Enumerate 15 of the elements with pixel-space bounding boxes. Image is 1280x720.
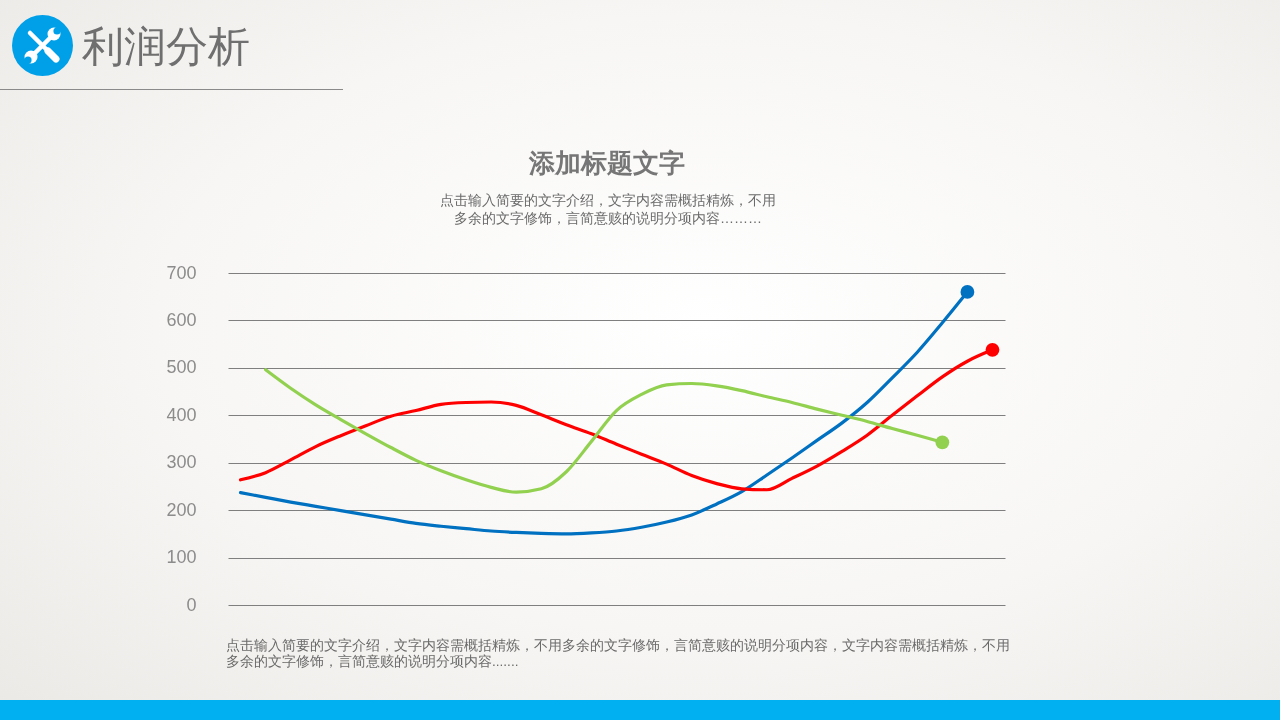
chart-title: 利润分析	[82, 22, 250, 72]
y-tick-label: 500	[166, 357, 197, 378]
y-tick-label: 100	[166, 547, 197, 568]
text: 点击输入简要的文字介绍，文字内容需概括精炼，不用多余的文字修饰，言简意赅的说明分项内容………	[439, 191, 777, 227]
text: 点击输入简要的文字介绍，文字内容需概括精炼，不用多余的文字修饰，言简意赅的说明分项内容，文字内容需概括精炼，不用多余的文字修饰，言简意赅的说明分项内容.......	[226, 638, 1011, 670]
point	[935, 435, 950, 450]
chart-subtitle: 添加标题文字	[528, 147, 686, 180]
y-tick-label: 700	[166, 262, 197, 283]
y-tick-label: 600	[166, 309, 197, 330]
point	[960, 285, 975, 299]
y-tick-label: 200	[166, 499, 197, 520]
point	[985, 342, 1000, 357]
y-tick-label: 400	[166, 404, 197, 425]
y-tick-label: 300	[166, 452, 197, 473]
y-tick-label: 0	[186, 594, 197, 615]
